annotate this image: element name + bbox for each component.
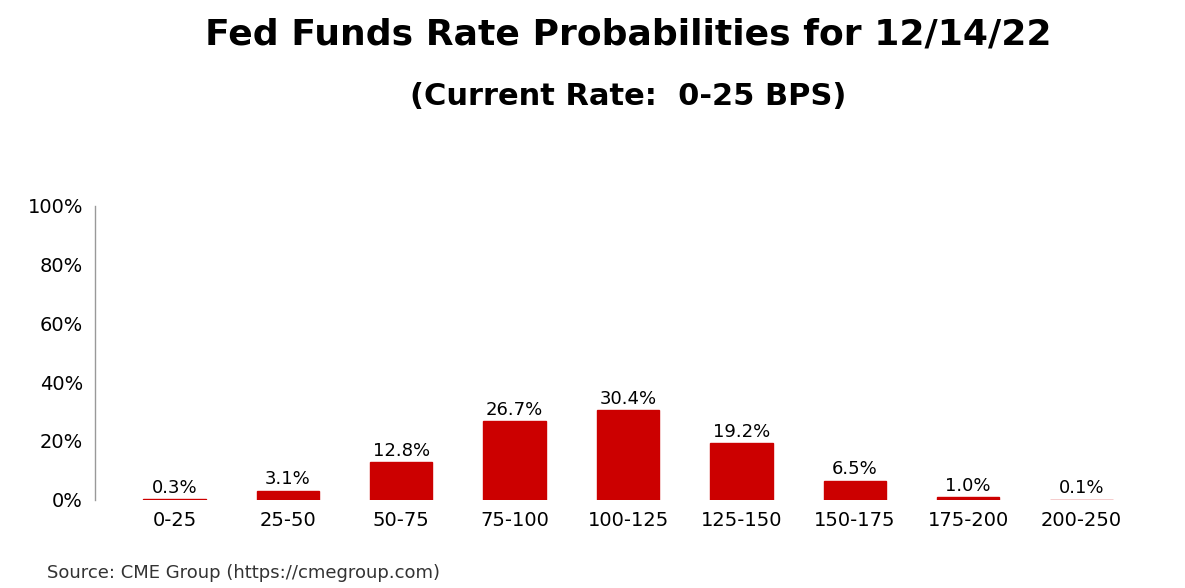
Text: 19.2%: 19.2% (713, 423, 770, 441)
Bar (824, 481, 886, 500)
Text: Source: CME Group (https://cmegroup.com): Source: CME Group (https://cmegroup.com) (47, 564, 441, 582)
Text: 3.1%: 3.1% (265, 470, 310, 488)
Bar (143, 499, 206, 500)
Text: 30.4%: 30.4% (600, 390, 656, 408)
Text: 0.1%: 0.1% (1059, 479, 1104, 497)
Text: 0.3%: 0.3% (152, 479, 197, 496)
Text: 1.0%: 1.0% (946, 476, 991, 495)
Bar (710, 443, 773, 500)
Bar (937, 497, 999, 500)
Text: (Current Rate:  0-25 BPS): (Current Rate: 0-25 BPS) (410, 82, 846, 111)
Bar (597, 410, 659, 500)
Text: Fed Funds Rate Probabilities for 12/14/22: Fed Funds Rate Probabilities for 12/14/2… (205, 18, 1051, 52)
Text: 6.5%: 6.5% (832, 460, 878, 479)
Text: 26.7%: 26.7% (486, 401, 543, 419)
Bar (370, 462, 433, 500)
Bar (483, 421, 546, 500)
Bar (257, 490, 319, 500)
Text: 12.8%: 12.8% (373, 442, 430, 460)
